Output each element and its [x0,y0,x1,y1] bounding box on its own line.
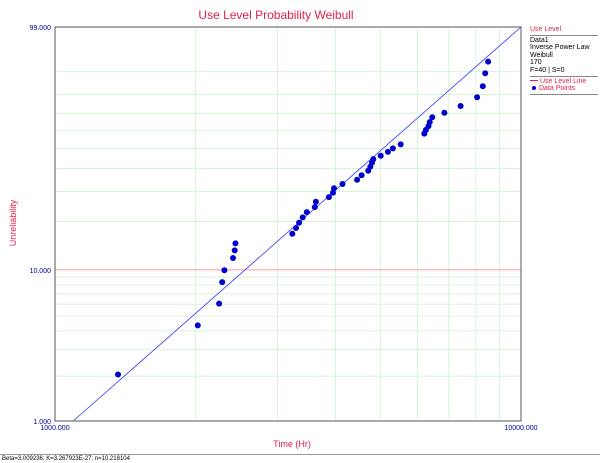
data-point [325,194,332,201]
legend-item-counts: F=40 | S=0 [530,67,598,77]
y-tick-label-10: 10.000 [30,268,52,275]
data-point [231,247,238,254]
legend-use-level-line-label: Use Level Line [540,77,587,85]
legend: Use Level Data1 Inverse Power Law Weibul… [530,26,598,95]
data-point [312,198,319,205]
line-swatch-icon [530,80,538,82]
dot-swatch-icon [532,86,536,91]
legend-data-points: Data Points [530,85,598,95]
data-point [219,279,226,286]
legend-item-use-level: 170 [530,59,542,67]
y-axis-label: Unreliability [8,199,18,246]
gridlines [55,27,521,421]
legend-data-points-label: Data Points [539,85,576,93]
data-point [194,322,201,329]
model-parameters: Beta=3.009236; K=3.267923E-27; n=10.2181… [2,456,130,462]
data-point [377,152,384,159]
data-point [474,94,481,101]
legend-use-level-line: Use Level Line [530,78,598,86]
status-bar: Beta=3.009236; K=3.267923E-27; n=10.2181… [0,454,600,463]
data-point [232,240,239,247]
legend-item-model: Inverse Power Law [530,44,590,52]
y-tick-label-99: 99.000 [30,25,52,32]
data-point [370,156,377,163]
data-point [429,114,436,121]
data-point [485,58,492,65]
data-point [397,141,404,148]
data-point [296,219,303,226]
data-point [303,209,310,216]
data-point [216,300,223,307]
legend-item-data-name: Data1 [530,36,549,44]
data-point [289,230,296,237]
chart-title: Use Level Probability Weibull [198,8,353,22]
data-points [115,58,492,378]
data-point [482,70,489,77]
data-point [293,225,299,231]
data-point [479,83,486,90]
data-point [384,148,391,155]
x-axis-label: Time (Hr) [273,439,311,449]
data-point [299,214,306,221]
y-tick-label-1: 1.000 [33,419,51,426]
data-point [311,204,318,211]
data-point [441,109,448,116]
data-point [230,255,236,261]
data-point [358,172,365,179]
data-point [339,181,346,187]
data-point [331,185,337,192]
data-point [115,371,121,378]
legend-item-distribution: Weibull [530,51,553,59]
data-point [330,189,336,196]
data-point [457,103,464,109]
x-tick-label-1000: 1000.000 [40,425,69,432]
data-point [354,176,361,183]
x-tick-label-10000: 10000.000 [504,425,537,432]
plot-frame [54,26,522,422]
data-point [221,267,228,274]
data-point [426,119,433,126]
data-point [389,145,396,152]
legend-header: Use Level [530,26,598,36]
